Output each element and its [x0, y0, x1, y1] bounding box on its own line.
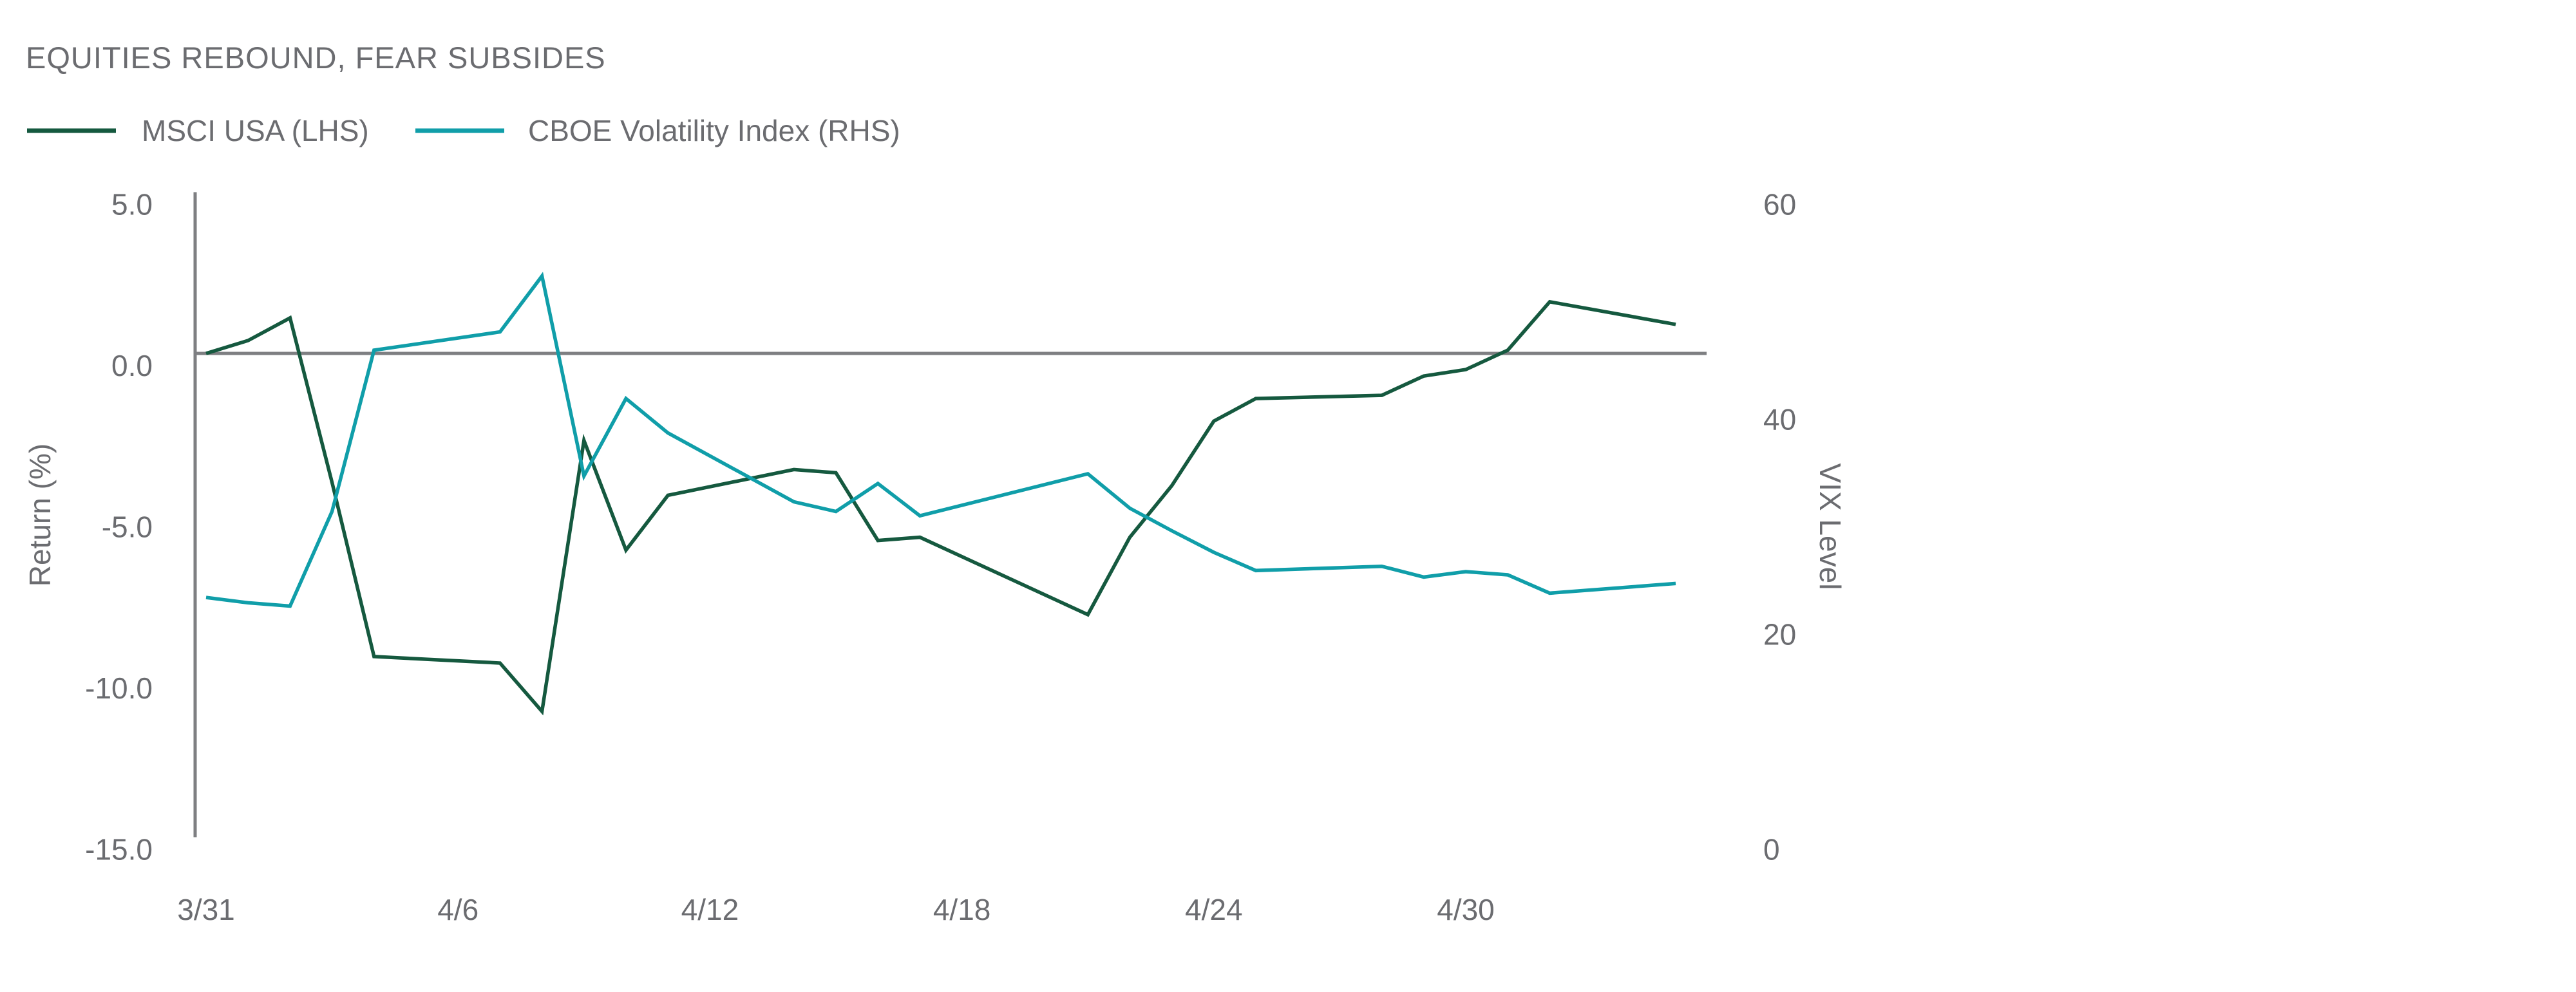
left-tick-label: -5.0 — [102, 510, 153, 544]
right-axis-tick-labels: 60 40 20 0 — [1763, 188, 1796, 866]
chart-title: EQUITIES REBOUND, FEAR SUBSIDES — [26, 41, 606, 75]
legend: MSCI USA (LHS) CBOE Volatility Index (RH… — [27, 114, 900, 147]
x-tick-label: 4/6 — [437, 893, 478, 926]
x-tick-label: 4/24 — [1185, 893, 1243, 926]
left-tick-label: 0.0 — [111, 349, 153, 382]
left-axis-tick-labels: 5.0 0.0 -5.0 -10.0 -15.0 — [85, 188, 153, 866]
left-axis-title: Return (%) — [23, 444, 57, 586]
right-tick-label: 0 — [1763, 833, 1780, 866]
vix-line — [205, 272, 1676, 608]
series-lines — [205, 272, 1676, 716]
msci-usa-line — [205, 299, 1676, 716]
right-tick-label: 20 — [1763, 618, 1796, 651]
right-axis-title: VIX Level — [1814, 463, 1847, 590]
right-tick-label: 60 — [1763, 188, 1796, 221]
left-tick-label: -10.0 — [85, 671, 153, 705]
legend-label-vix: CBOE Volatility Index (RHS) — [528, 114, 900, 147]
legend-label-msci: MSCI USA (LHS) — [142, 114, 369, 147]
left-tick-label: 5.0 — [111, 188, 153, 221]
x-tick-label: 4/12 — [681, 893, 739, 926]
left-tick-label: -15.0 — [85, 833, 153, 866]
x-tick-label: 4/30 — [1437, 893, 1495, 926]
x-axis-tick-labels: 3/31 4/6 4/12 4/18 4/24 4/30 — [177, 893, 1495, 926]
x-tick-label: 3/31 — [177, 893, 235, 926]
right-tick-label: 40 — [1763, 403, 1796, 436]
x-tick-label: 4/18 — [933, 893, 991, 926]
